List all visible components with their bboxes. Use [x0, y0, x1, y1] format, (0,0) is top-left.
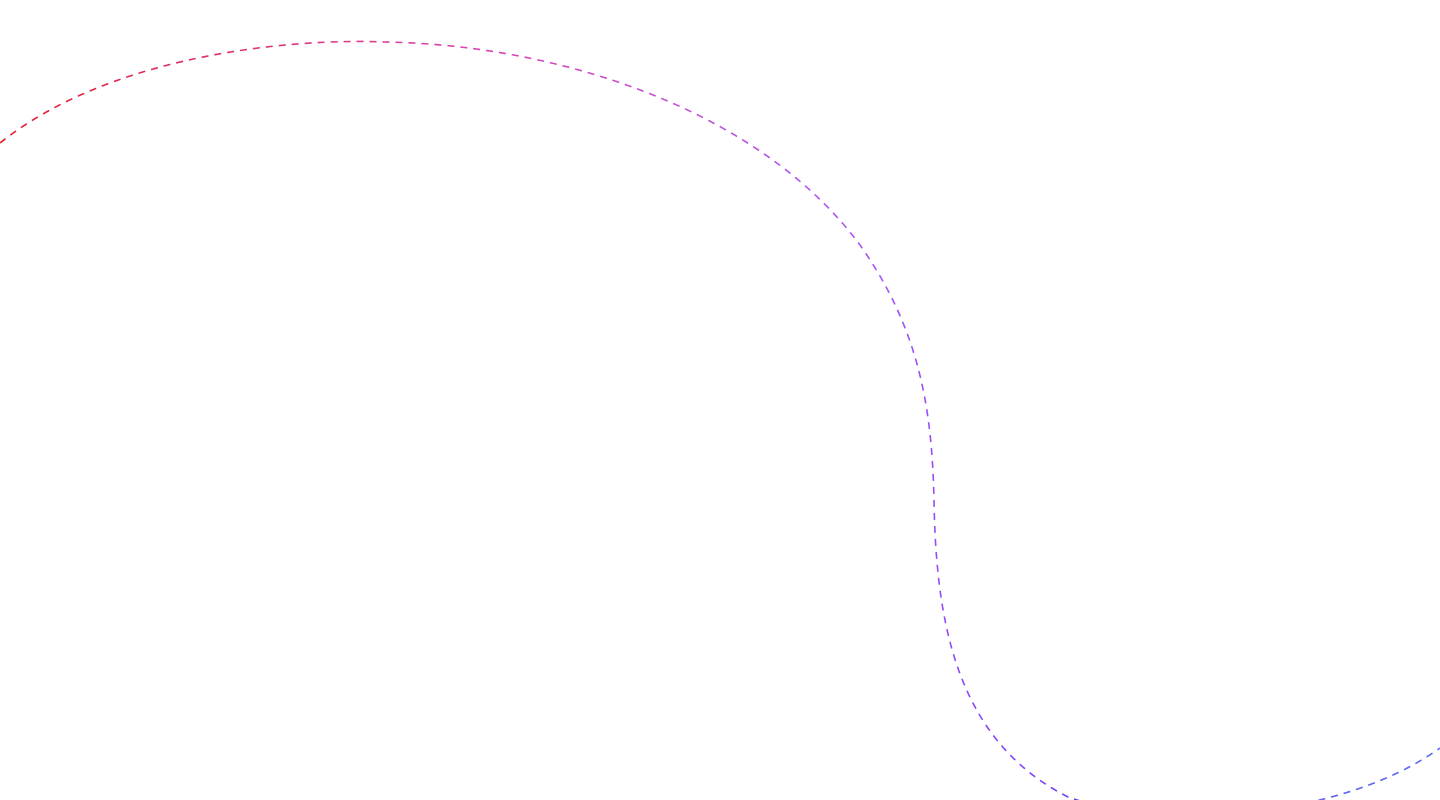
- dashed-curve: [0, 40, 1440, 800]
